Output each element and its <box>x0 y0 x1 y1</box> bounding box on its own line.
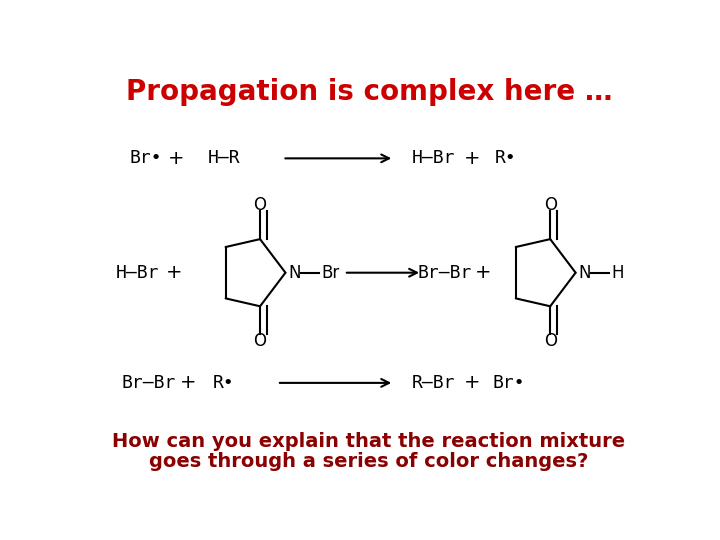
Text: R•: R• <box>213 374 235 392</box>
Text: O: O <box>253 195 266 214</box>
Text: +: + <box>168 149 185 168</box>
Text: H—R: H—R <box>207 150 240 167</box>
Text: O: O <box>544 195 557 214</box>
Text: Propagation is complex here …: Propagation is complex here … <box>126 78 612 106</box>
Text: R—Br: R—Br <box>411 374 455 392</box>
Text: +: + <box>464 149 480 168</box>
Text: Br•: Br• <box>130 150 162 167</box>
Text: O: O <box>253 332 266 350</box>
Text: Br: Br <box>322 264 340 282</box>
Text: +: + <box>475 263 492 282</box>
Text: H—Br: H—Br <box>411 150 455 167</box>
Text: N: N <box>288 264 301 282</box>
Text: Br—Br: Br—Br <box>122 374 176 392</box>
Text: O: O <box>544 332 557 350</box>
Text: +: + <box>179 373 196 393</box>
Text: H: H <box>612 264 624 282</box>
Text: N: N <box>578 264 591 282</box>
Text: goes through a series of color changes?: goes through a series of color changes? <box>149 453 589 471</box>
Text: Br•: Br• <box>492 374 525 392</box>
Text: Br—Br: Br—Br <box>417 264 472 282</box>
Text: R•: R• <box>495 150 516 167</box>
Text: How can you explain that the reaction mixture: How can you explain that the reaction mi… <box>112 431 626 450</box>
Text: +: + <box>464 373 480 393</box>
Text: +: + <box>166 263 182 282</box>
Text: H—Br: H—Br <box>116 264 159 282</box>
